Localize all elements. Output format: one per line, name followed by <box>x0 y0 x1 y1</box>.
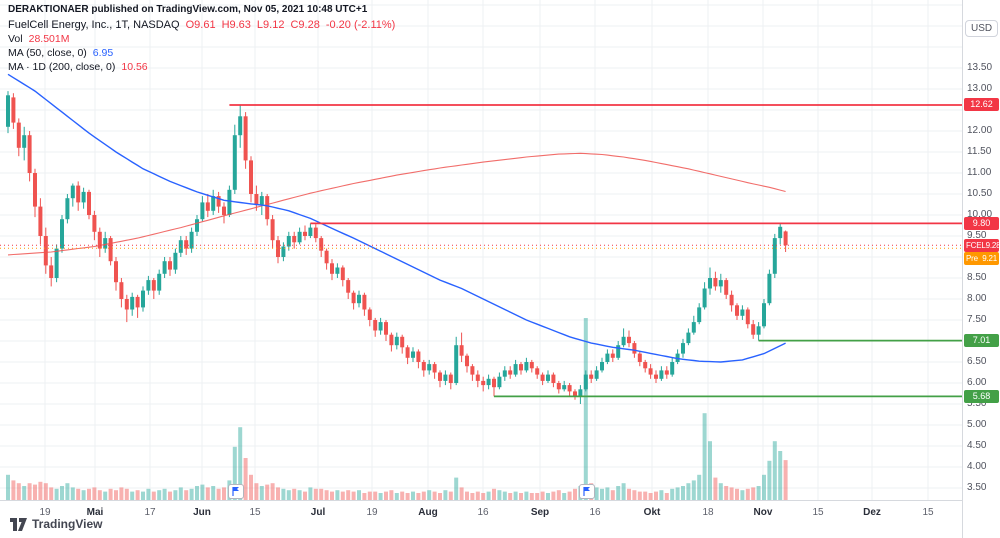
level-price-label[interactable]: 7.01 <box>964 334 999 348</box>
ma-200-line[interactable] <box>7 152 786 256</box>
grid-lines <box>0 0 962 500</box>
time-axis-label: Aug <box>418 507 438 518</box>
volume-label[interactable]: Vol <box>8 33 23 45</box>
price-tick-label: 5.50 <box>967 398 987 409</box>
time-axis-label: 15 <box>922 507 934 518</box>
price-tick-label: 6.50 <box>967 356 987 367</box>
ohlc-open: O9.61 <box>185 19 216 31</box>
time-axis-label: 19 <box>39 507 51 518</box>
level-price-label[interactable]: 12.62 <box>964 98 999 112</box>
ohlc-high: H9.63 <box>221 19 251 31</box>
time-axis-label: Sep <box>530 507 550 518</box>
time-axis-label: Nov <box>753 507 773 518</box>
horizontal-level-lines[interactable] <box>229 104 962 398</box>
ma-50-line[interactable] <box>7 73 786 363</box>
tradingview-logo[interactable]: TradingView <box>10 517 102 531</box>
time-axis-label: 15 <box>812 507 824 518</box>
symbol-title[interactable]: FuelCell Energy, Inc., 1T, NASDAQ <box>8 19 180 31</box>
level-price-label[interactable]: 9.80 <box>964 216 999 230</box>
ma50-value: 6.95 <box>92 47 114 59</box>
time-axis-label: 16 <box>589 507 601 518</box>
price-axis[interactable]: USD 13.50 13.00 12.00 11.50 11.00 10.50 10.00 9… <box>962 0 1000 538</box>
ma50-row: MA (50, close, 0) 6.95 <box>8 47 395 59</box>
price-tick-label: 13.00 <box>967 83 993 94</box>
time-axis-label: Okt <box>643 507 661 518</box>
symbol-row: FuelCell Energy, Inc., 1T, NASDAQ O9.61 … <box>8 19 395 31</box>
volume-value: 28.501M <box>28 33 70 45</box>
ma200-row: MA · 1D (200, close, 0) 10.56 <box>8 61 395 73</box>
volume-bars <box>6 318 788 500</box>
price-tick-label: 10.00 <box>967 209 993 220</box>
price-tick-label: 7.50 <box>967 314 987 325</box>
chart-canvas[interactable] <box>0 0 962 500</box>
tradingview-logo-icon <box>10 517 27 531</box>
price-tick-label: 13.50 <box>967 62 993 73</box>
price-tick-label: 10.50 <box>967 188 993 199</box>
event-marker-icon[interactable] <box>227 484 244 499</box>
tradingview-logo-text: TradingView <box>32 517 103 531</box>
currency-button[interactable]: USD <box>965 20 999 37</box>
time-axis-label: Dez <box>863 507 881 518</box>
price-tick-label: 4.00 <box>967 461 987 472</box>
ohlc-low: L9.12 <box>256 19 285 31</box>
price-tick-label: 11.50 <box>967 146 992 157</box>
price-tick-label: 4.50 <box>967 440 987 451</box>
price-tick-label: 5.00 <box>967 419 987 430</box>
volume-row: Vol 28.501M <box>8 33 395 45</box>
time-axis-label: Jun <box>193 507 211 518</box>
time-axis-label: 17 <box>144 507 156 518</box>
price-tick-label: 9.50 <box>967 230 987 241</box>
last-price-label: FCEL 9.28 <box>964 238 1000 252</box>
time-axis-label: Jul <box>310 507 326 518</box>
ohlc-change: -0.20 (-2.11%) <box>325 19 396 31</box>
candles <box>6 91 788 404</box>
price-tick-label: 8.50 <box>967 272 987 283</box>
price-tick-label: 12.00 <box>967 125 993 136</box>
premarket-price-label: Pre 9.21 <box>964 252 999 266</box>
time-axis-label: 16 <box>477 507 489 518</box>
time-axis-label: Mai <box>86 507 104 518</box>
time-axis-label: 15 <box>249 507 261 518</box>
ohlc-close: C9.28 <box>290 19 320 31</box>
event-marker-icon[interactable] <box>578 484 595 499</box>
time-axis[interactable]: 19 Mai 17 Jun 15 Jul 19 Aug 16 Sep 16 Okt 18 Nov 15 Dez… <box>0 500 1000 538</box>
ma200-value: 10.56 <box>121 61 148 73</box>
time-axis-label: 18 <box>702 507 714 518</box>
publish-note: DERAKTIONAER published on TradingView.co… <box>8 4 368 15</box>
price-tick-label: 8.00 <box>967 293 987 304</box>
level-price-label[interactable]: 5.68 <box>964 389 999 403</box>
price-tick-label: 3.50 <box>967 482 987 493</box>
price-tick-label: 6.00 <box>967 377 987 388</box>
ma50-label[interactable]: MA (50, close, 0) <box>8 47 87 59</box>
ma200-label[interactable]: MA · 1D (200, close, 0) <box>8 61 116 73</box>
chart-legend: DERAKTIONAER published on TradingView.co… <box>8 4 395 75</box>
time-axis-label: 19 <box>366 507 378 518</box>
price-tick-label: 11.00 <box>967 167 992 178</box>
